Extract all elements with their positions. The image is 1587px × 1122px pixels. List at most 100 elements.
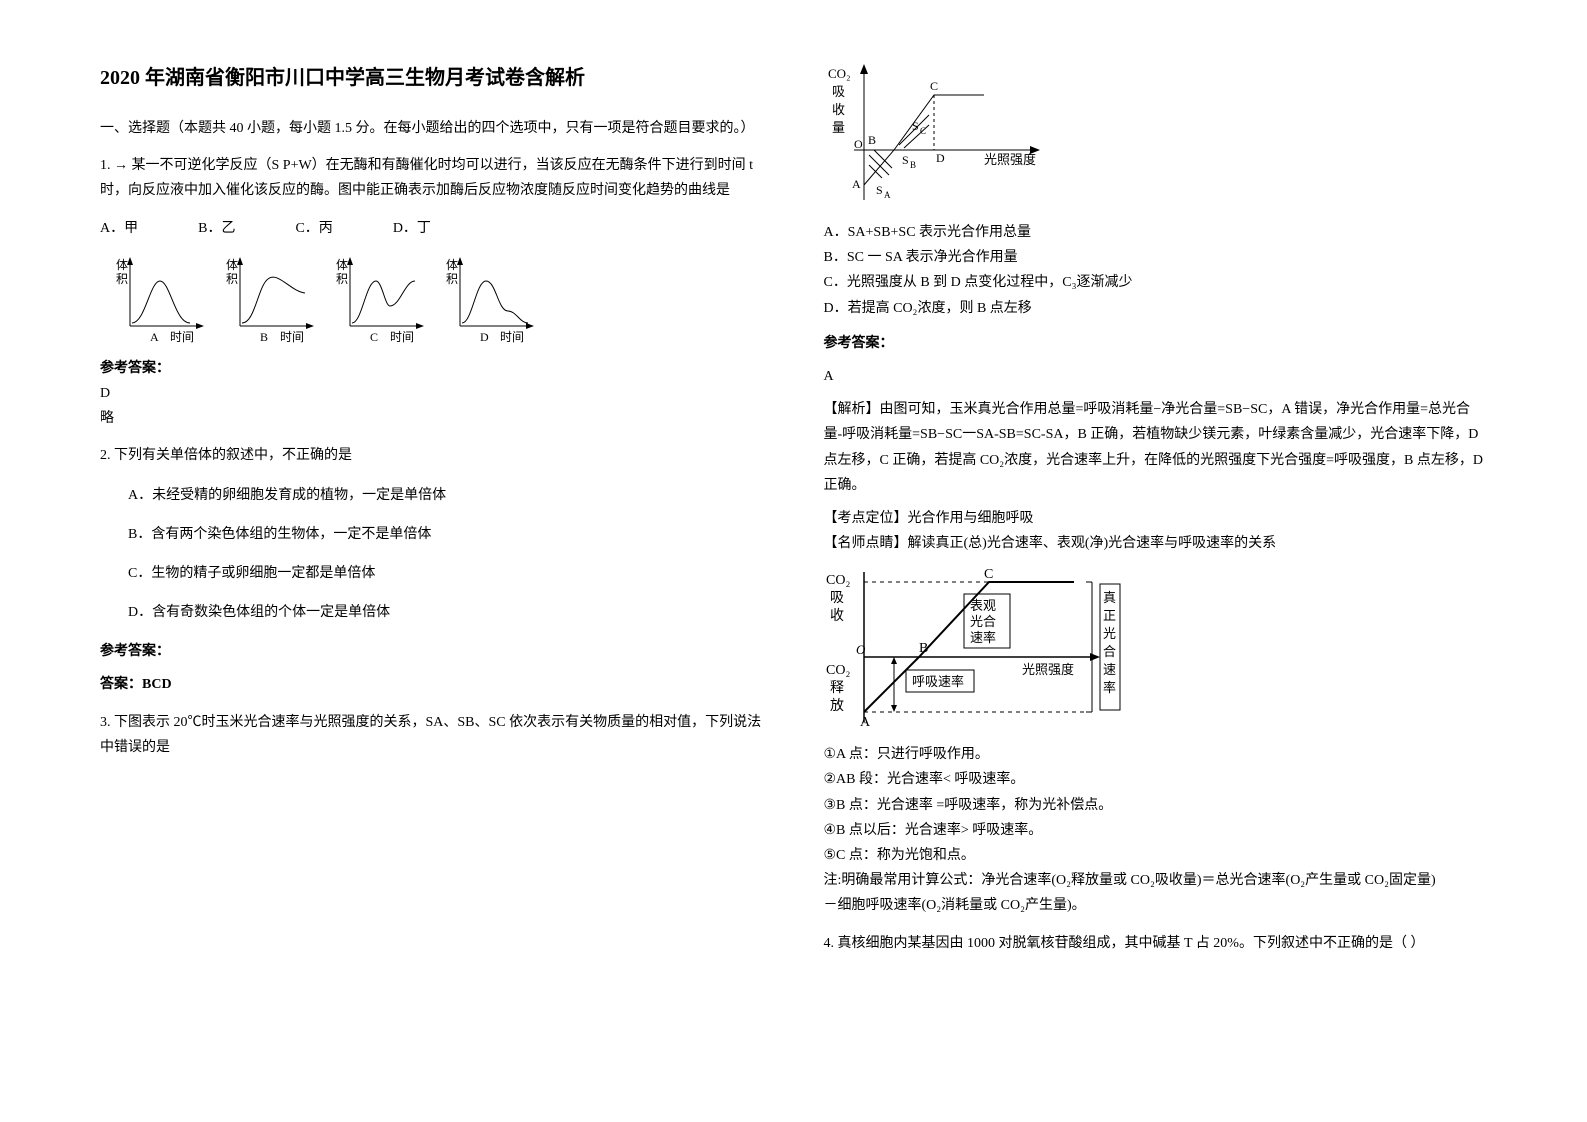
svg-text:放: 放 [830,698,844,714]
q2-num: 2. [100,448,111,463]
q3-num: 3. [100,715,111,730]
svg-text:A: A [150,330,159,344]
q3-opt-d: D．若提高 CO₂浓度，则 B 点左移 [824,296,1488,321]
svg-text:速: 速 [1103,662,1116,677]
svg-text:CO₂: CO₂ [826,663,850,678]
svg-text:时间: 时间 [170,330,194,344]
svg-text:B: B [260,330,268,344]
q1-ans-label: 参考答案： [100,356,764,381]
q1-opt-b: B．乙 [198,216,235,241]
q2-opt-a: A．未经受精的卵细胞发育成的植物，一定是单倍体 [128,483,764,508]
q1-options: A．甲 B．乙 C．丙 D．丁 [100,216,764,241]
q3-note-2: ②AB 段：光合速率< 呼吸速率。 [824,767,1488,792]
svg-text:光照强度: 光照强度 [984,152,1036,167]
q1-fig-d: 体 积 D 时间 [440,251,540,346]
svg-text:D: D [936,151,945,165]
q3-ans: A [824,364,1488,389]
svg-text:积: 积 [446,272,458,286]
svg-text:释: 释 [830,680,844,696]
q1-fig-a: 体 积 A 时间 [110,251,210,346]
q1-omit: 略 [100,406,764,431]
svg-text:C: C [920,126,926,136]
svg-text:D: D [480,330,489,344]
svg-text:光照强度: 光照强度 [1022,662,1074,677]
svg-text:A: A [852,177,861,191]
q1-opt-c: C．丙 [295,216,332,241]
q2-ans: 答案：BCD [100,672,764,697]
q3-point: 【考点定位】光合作用与细胞呼吸 [824,506,1488,531]
svg-text:体: 体 [226,258,238,272]
section-intro: 一、选择题（本题共 40 小题，每小题 1.5 分。在每小题给出的四个选项中，只… [100,116,764,141]
q3-tip-text: 解读真正(总)光合速率、表观(净)光合速率与呼吸速率的关系 [908,536,1277,551]
q1-fig-c: 体 积 C 时间 [330,251,430,346]
q3-ans-label: 参考答案： [824,331,1488,356]
q2-opt-b: B．含有两个染色体组的生物体，一定不是单倍体 [128,522,764,547]
svg-text:S: S [876,183,883,197]
q1-ans: D [100,381,764,406]
q1-opt-a: A．甲 [100,216,138,241]
q3-tip-label: 【名师点睛】 [824,536,908,551]
q4-stem: 真核细胞内某基因由 1000 对脱氧核苷酸组成，其中碱基 T 占 20%。下列叙… [838,936,1425,951]
svg-text:CO₂: CO₂ [828,66,851,81]
q1-fig-b: 体 积 B 时间 [220,251,320,346]
q3-figure-2: CO₂ 吸 收 CO₂ 释 放 表观 光合 速率 真 [824,562,1164,742]
page-title: 2020 年湖南省衡阳市川口中学高三生物月考试卷含解析 [100,60,764,96]
svg-text:CO₂: CO₂ [826,573,850,588]
q3-note-3: ③B 点：光合速率 =呼吸速率，称为光补偿点。 [824,793,1488,818]
q2-ans-label: 参考答案： [100,639,764,664]
question-1: 1. → 某一不可逆化学反应（S P+W）在无酶和有酶催化时均可以进行，当该反应… [100,153,764,203]
svg-text:积: 积 [336,272,348,286]
q2-stem: 下列有关单倍体的叙述中，不正确的是 [114,448,352,463]
svg-text:光: 光 [1103,626,1116,641]
question-4: 4. 真核细胞内某基因由 1000 对脱氧核苷酸组成，其中碱基 T 占 20%。… [824,931,1488,956]
right-column: CO₂ 吸 收 量 O B C D A SC SB [824,60,1488,1062]
q3-opt-a: A．SA+SB+SC 表示光合作用总量 [824,220,1488,245]
svg-text:A: A [860,715,871,730]
question-2: 2. 下列有关单倍体的叙述中，不正确的是 [100,443,764,468]
q3-opt-b: B．SC 一 SA 表示净光合作用量 [824,245,1488,270]
q3-point-label: 【考点定位】 [824,511,908,526]
svg-text:收: 收 [832,102,845,117]
q3-figure: CO₂ 吸 收 量 O B C D A SC SB [824,60,1084,220]
q1-num: 1. → [100,158,128,173]
svg-text:积: 积 [116,272,128,286]
svg-text:B: B [919,641,928,656]
q2-options: A．未经受精的卵细胞发育成的植物，一定是单倍体 B．含有两个染色体组的生物体，一… [100,483,764,626]
svg-text:光合: 光合 [970,614,996,629]
svg-text:速率: 速率 [970,630,996,645]
svg-text:时间: 时间 [280,330,304,344]
svg-text:表观: 表观 [970,598,996,613]
exam-page: 2020 年湖南省衡阳市川口中学高三生物月考试卷含解析 一、选择题（本题共 40… [0,0,1587,1122]
svg-text:率: 率 [1103,680,1116,695]
q3-point-text: 光合作用与细胞呼吸 [908,511,1034,526]
svg-text:B: B [910,160,916,170]
svg-text:O: O [854,137,863,151]
svg-text:积: 积 [226,272,238,286]
svg-text:C: C [370,330,378,344]
q3-tip: 【名师点睛】解读真正(总)光合速率、表观(净)光合速率与呼吸速率的关系 [824,531,1488,556]
q3-note-4: ④B 点以后：光合速率> 呼吸速率。 [824,818,1488,843]
q2-opt-c: C．生物的精子或卵细胞一定都是单倍体 [128,561,764,586]
svg-text:S: S [902,153,909,167]
q1-stem: 某一不可逆化学反应（S P+W）在无酶和有酶催化时均可以进行，当该反应在无酶条件… [100,158,753,198]
svg-text:吸: 吸 [830,591,844,606]
svg-text:C: C [984,567,993,582]
section-intro-text: 一、选择题（本题共 40 小题，每小题 1.5 分。在每小题给出的四个选项中，只… [100,121,755,136]
q4-num: 4. [824,936,835,951]
svg-text:合: 合 [1103,644,1116,659]
svg-text:吸: 吸 [832,84,845,99]
q3-opt-c: C．光照强度从 B 到 D 点变化过程中，C₃逐渐减少 [824,270,1488,295]
q2-opt-d: D．含有奇数染色体组的个体一定是单倍体 [128,600,764,625]
left-column: 2020 年湖南省衡阳市川口中学高三生物月考试卷含解析 一、选择题（本题共 40… [100,60,764,1062]
q3-note-7: －细胞呼吸速率(O₂消耗量或 CO₂产生量)。 [824,893,1488,918]
svg-text:体: 体 [446,258,458,272]
svg-text:体: 体 [116,258,128,272]
svg-text:呼吸速率: 呼吸速率 [912,674,964,689]
q1-opt-d: D．丁 [393,216,431,241]
q3-note-1: ①A 点：只进行呼吸作用。 [824,742,1488,767]
svg-text:收: 收 [830,608,844,624]
q1-figures: 体 积 A 时间 体 积 B 时间 [110,251,764,346]
svg-text:S: S [912,119,919,133]
q3-note-6: 注:明确最常用计算公式：净光合速率(O₂释放量或 CO₂吸收量)＝总光合速率(O… [824,868,1488,893]
svg-text:时间: 时间 [390,330,414,344]
